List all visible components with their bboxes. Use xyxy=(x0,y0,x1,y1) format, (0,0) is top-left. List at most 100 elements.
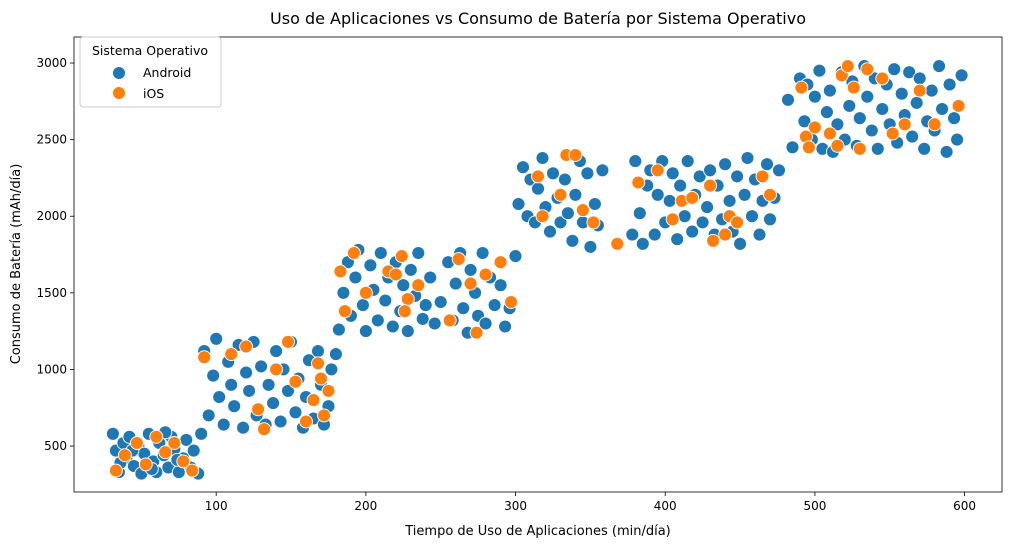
data-point-android xyxy=(511,197,526,211)
legend-label-android: Android xyxy=(143,65,191,80)
data-point-ios xyxy=(269,362,284,377)
data-point-android xyxy=(487,298,502,313)
data-point-android xyxy=(403,262,418,277)
data-point-ios xyxy=(718,227,733,242)
data-point-ios xyxy=(575,203,590,218)
data-point-android xyxy=(475,246,490,260)
x-tick-label: 600 xyxy=(953,499,976,513)
legend-marker-android xyxy=(112,66,126,80)
data-point-ios xyxy=(730,215,745,230)
data-point-android xyxy=(568,187,583,202)
data-point-ios xyxy=(251,402,266,417)
data-point-ios xyxy=(337,304,352,319)
data-point-ios xyxy=(388,267,403,282)
data-point-ios xyxy=(469,325,484,340)
data-point-android xyxy=(227,399,242,414)
data-point-ios xyxy=(807,120,822,135)
data-point-android xyxy=(722,193,737,208)
data-point-android xyxy=(932,59,947,74)
data-point-ios xyxy=(333,264,348,279)
data-point-android xyxy=(370,313,385,328)
data-point-android xyxy=(939,144,954,159)
data-point-ios xyxy=(117,448,132,463)
data-point-android xyxy=(632,206,647,221)
data-point-android xyxy=(236,420,251,435)
data-point-ios xyxy=(553,187,568,202)
data-point-android xyxy=(516,160,530,175)
data-point-android xyxy=(355,298,370,313)
data-point-ios xyxy=(197,350,212,365)
data-point-ios xyxy=(167,436,182,450)
data-point-android xyxy=(212,390,227,404)
legend-label-ios: iOS xyxy=(143,86,164,101)
data-point-ios xyxy=(665,212,680,227)
data-point-android xyxy=(737,187,752,202)
data-point-ios xyxy=(830,138,845,153)
data-point-ios xyxy=(281,334,295,349)
data-point-ios xyxy=(493,255,508,270)
data-point-android xyxy=(700,200,715,215)
data-point-android xyxy=(269,344,284,359)
data-point-android xyxy=(433,295,448,309)
data-point-ios xyxy=(358,285,373,300)
data-point-android xyxy=(673,178,688,193)
data-point-android xyxy=(478,316,493,331)
data-point-ios xyxy=(840,59,855,74)
data-point-android xyxy=(400,324,415,339)
data-point-ios xyxy=(535,209,550,224)
data-point-ios xyxy=(912,83,927,98)
data-point-android xyxy=(797,114,812,129)
data-point-android xyxy=(336,285,351,300)
data-point-android xyxy=(201,408,216,423)
data-point-android xyxy=(760,157,774,172)
data-point-android xyxy=(909,95,924,110)
data-point-android xyxy=(894,86,909,101)
data-point-android xyxy=(560,206,575,221)
data-point-android xyxy=(670,232,685,247)
y-tick-label: 2500 xyxy=(36,133,67,147)
data-point-ios xyxy=(158,445,173,460)
x-tick-label: 300 xyxy=(504,499,527,513)
data-point-android xyxy=(635,236,650,251)
data-point-android xyxy=(328,347,343,362)
data-point-ios xyxy=(927,117,942,132)
data-point-android xyxy=(543,224,557,239)
x-tick-label: 200 xyxy=(354,499,377,513)
data-point-android xyxy=(628,154,643,169)
data-point-android xyxy=(680,154,695,169)
data-point-android xyxy=(781,92,795,107)
data-point-android xyxy=(448,276,463,291)
data-point-android xyxy=(842,98,857,113)
data-point-android xyxy=(463,262,478,277)
data-point-android xyxy=(807,89,822,104)
data-point-android xyxy=(812,63,827,78)
data-point-android xyxy=(565,233,580,248)
data-point-android xyxy=(772,163,786,178)
data-point-ios xyxy=(288,374,303,389)
legend-title: Sistema Operativo xyxy=(92,43,208,58)
data-point-android xyxy=(331,322,346,337)
data-point-android xyxy=(685,224,700,239)
data-point-android xyxy=(363,258,378,273)
data-point-android xyxy=(411,246,426,260)
data-point-android xyxy=(852,111,867,126)
data-point-android xyxy=(905,129,920,144)
data-point-android xyxy=(703,163,718,178)
y-tick-label: 500 xyxy=(44,439,67,453)
data-point-ios xyxy=(822,126,837,141)
data-point-android xyxy=(902,65,917,80)
data-point-ios xyxy=(394,249,409,264)
data-point-android xyxy=(508,249,523,264)
data-point-android xyxy=(553,215,568,230)
data-point-android xyxy=(281,383,295,398)
data-point-ios xyxy=(317,408,331,423)
data-point-android xyxy=(745,209,759,224)
data-point-android xyxy=(273,414,288,429)
data-point-ios xyxy=(610,236,625,251)
data-point-ios xyxy=(463,276,478,291)
data-point-android xyxy=(311,344,325,359)
data-point-ios xyxy=(586,215,601,230)
chart-title: Uso de Aplicaciones vs Consumo de Baterí… xyxy=(270,9,806,28)
y-tick-label: 1000 xyxy=(36,362,67,376)
data-point-ios xyxy=(411,278,426,293)
